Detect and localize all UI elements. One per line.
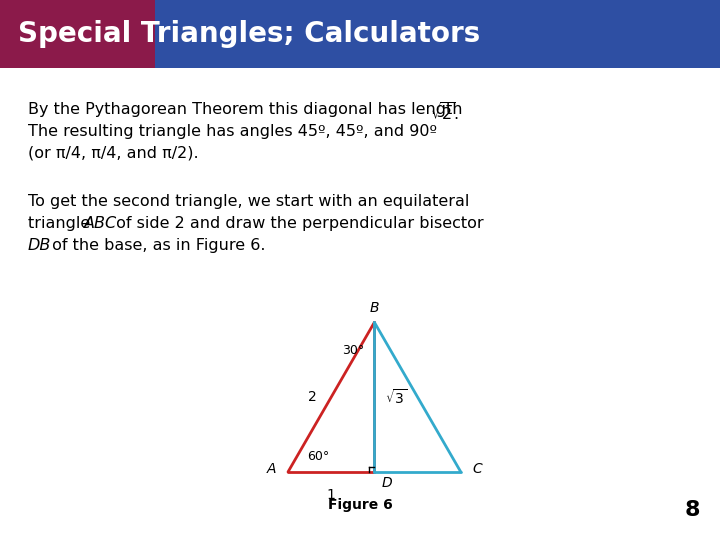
Text: triangle: triangle (28, 217, 95, 232)
Text: A: A (266, 462, 276, 476)
Text: The resulting triangle has angles 45º, 45º, and 90º: The resulting triangle has angles 45º, 4… (28, 124, 437, 139)
Text: of the base, as in Figure 6.: of the base, as in Figure 6. (47, 238, 266, 253)
Text: To get the second triangle, we start with an equilateral: To get the second triangle, we start wit… (28, 194, 469, 210)
Text: By the Pythagorean Theorem this diagonal has length: By the Pythagorean Theorem this diagonal… (28, 102, 467, 117)
Text: $\sqrt{3}$: $\sqrt{3}$ (384, 388, 407, 407)
Text: $\sqrt{2}$.: $\sqrt{2}$. (430, 102, 459, 124)
Text: D: D (382, 476, 392, 490)
Text: (or π/4, π/4, and π/2).: (or π/4, π/4, and π/2). (28, 146, 199, 161)
Text: C: C (473, 462, 482, 476)
Text: DB: DB (28, 238, 51, 253)
Text: 2: 2 (307, 390, 317, 404)
Text: of side 2 and draw the perpendicular bisector: of side 2 and draw the perpendicular bis… (111, 217, 484, 232)
Text: 60°: 60° (307, 450, 329, 463)
Text: Special Triangles; Calculators: Special Triangles; Calculators (18, 20, 480, 48)
Bar (0, 0, 155, 68)
Text: 1: 1 (327, 488, 336, 502)
Text: Figure 6: Figure 6 (328, 498, 392, 512)
Text: B: B (369, 301, 379, 315)
Text: 30°: 30° (342, 344, 364, 357)
Text: ABC: ABC (84, 217, 117, 232)
Text: 8: 8 (685, 500, 700, 520)
Bar (155, 0, 720, 68)
